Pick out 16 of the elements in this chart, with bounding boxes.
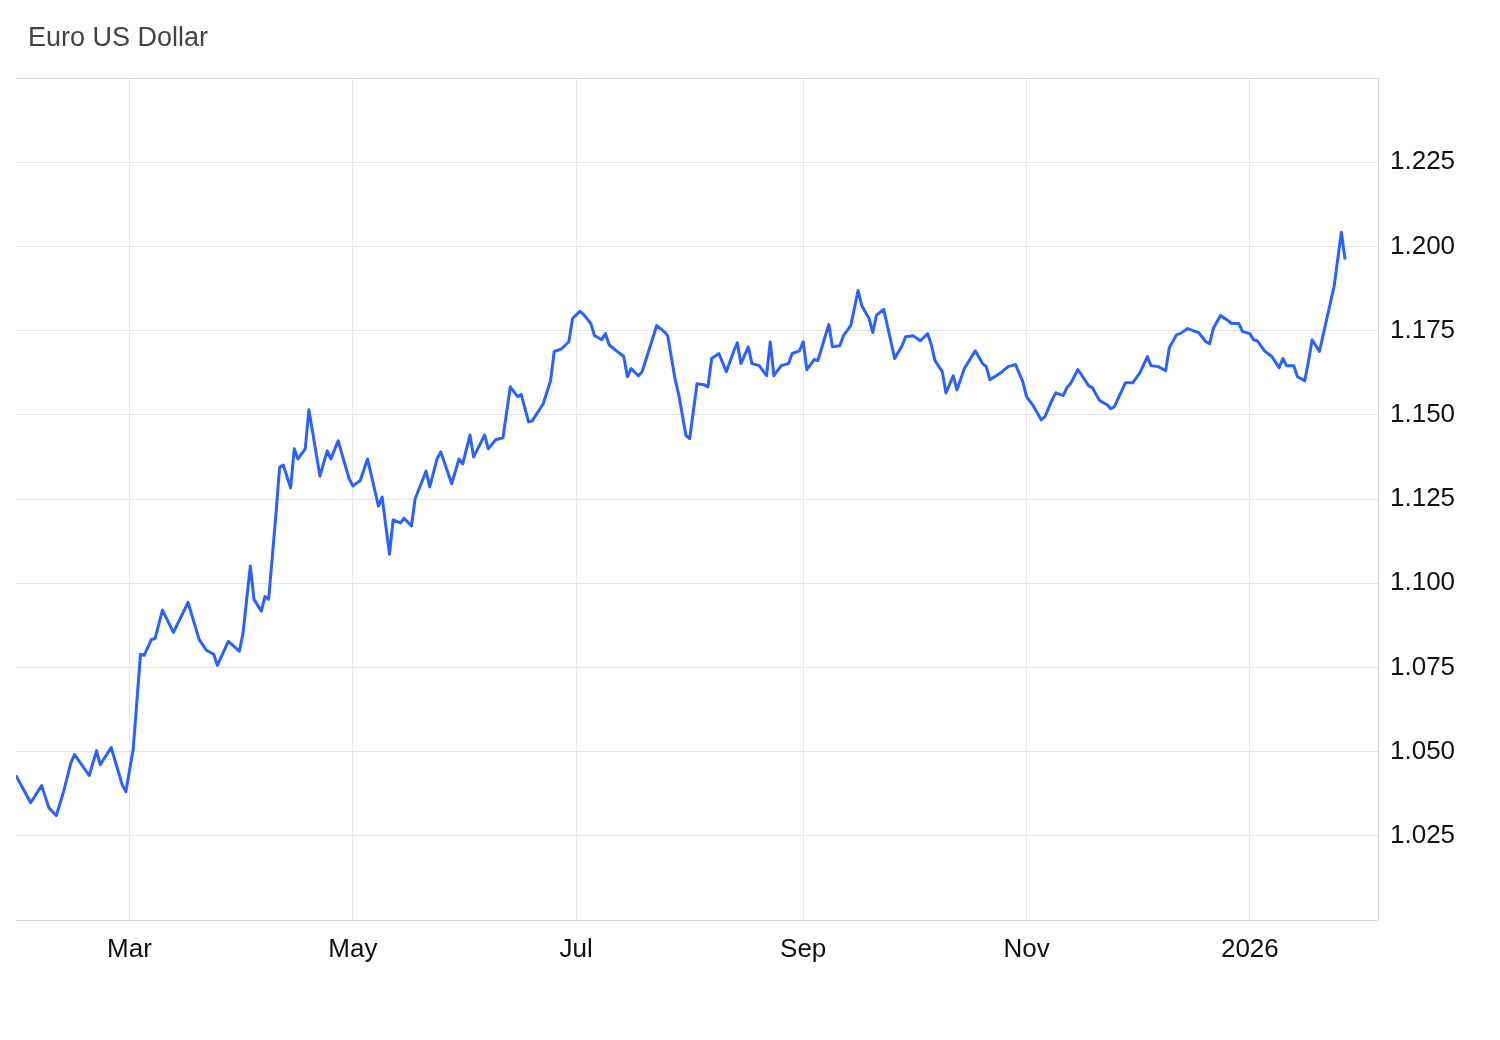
y-tick-label: 1.225 — [1390, 145, 1456, 176]
x-tick-label: May — [328, 932, 378, 963]
y-tick-label: 1.125 — [1390, 482, 1456, 513]
x-tick-label: Jul — [559, 932, 593, 963]
y-tick-label: 1.200 — [1390, 229, 1456, 260]
x-tick-label: Sep — [780, 932, 827, 963]
y-tick-label: 1.075 — [1390, 650, 1456, 681]
x-tick-label: 2026 — [1220, 932, 1279, 963]
y-tick-label: 1.050 — [1390, 734, 1456, 765]
y-tick-label: 1.100 — [1390, 566, 1456, 597]
y-tick-label: 1.025 — [1390, 818, 1456, 849]
x-tick-label: Nov — [1003, 932, 1050, 963]
chart-title: Euro US Dollar — [28, 22, 209, 53]
y-tick-label: 1.175 — [1390, 313, 1456, 344]
y-tick-label: 1.150 — [1390, 397, 1456, 428]
x-tick-label: Mar — [107, 932, 153, 963]
